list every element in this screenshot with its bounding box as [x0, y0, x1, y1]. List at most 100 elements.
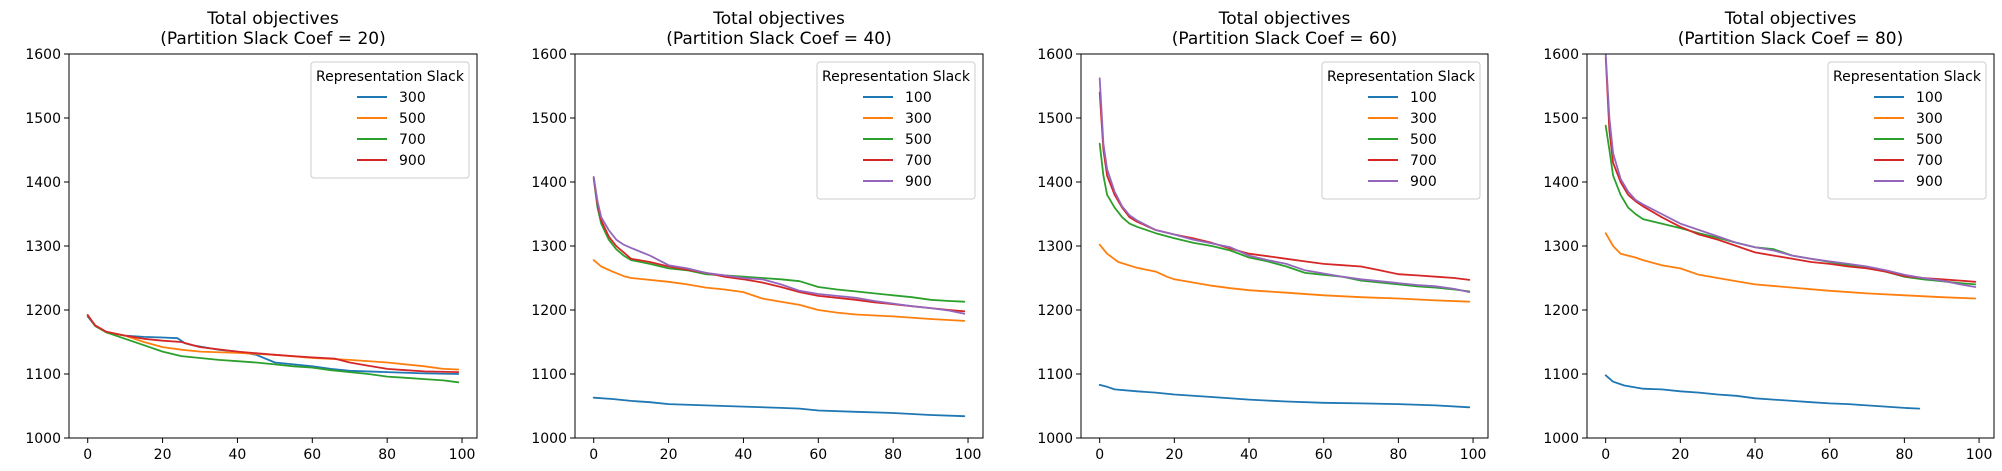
x-tick-label: 80 — [1895, 447, 1913, 463]
y-tick-label: 1200 — [25, 303, 61, 319]
x-tick-label: 60 — [809, 447, 827, 463]
y-tick-label: 1300 — [531, 239, 567, 255]
series-lines — [592, 176, 966, 418]
series-line-300 — [1098, 243, 1471, 303]
y-tick-label: 1400 — [25, 175, 61, 191]
y-tick-label: 1100 — [531, 367, 567, 383]
x-tick-label: 40 — [1240, 447, 1258, 463]
y-tick-label: 1000 — [1037, 431, 1073, 447]
x-tick-label: 100 — [1966, 447, 1993, 463]
chart-panel-1: Total objectives (Partition Slack Coef = … — [25, 9, 478, 463]
series-lines — [1604, 54, 1977, 410]
x-tick-label: 0 — [1095, 447, 1104, 463]
series-line-300 — [592, 259, 966, 322]
series-line-100 — [592, 396, 966, 418]
x-tick-label: 20 — [1165, 447, 1183, 463]
x-tick-label: 60 — [1821, 447, 1839, 463]
series-line-900 — [86, 314, 460, 373]
legend-item-500: 500 — [399, 111, 426, 127]
legend-item-100: 100 — [905, 90, 932, 106]
series-line-500 — [592, 177, 966, 303]
y-tick-label: 1400 — [1037, 175, 1073, 191]
x-tick-label: 80 — [1389, 447, 1407, 463]
legend-box — [310, 61, 470, 179]
series-line-700 — [86, 314, 460, 384]
y-tick-label: 1200 — [1037, 303, 1073, 319]
y-tick-label: 1100 — [1543, 367, 1579, 383]
series-lines — [1098, 77, 1471, 409]
y-tick-label: 1100 — [25, 367, 61, 383]
legend-item-700: 700 — [399, 132, 426, 148]
legend-item-300: 300 — [1410, 111, 1437, 127]
y-tick-label: 1600 — [25, 47, 61, 63]
series-line-900 — [1604, 54, 1977, 288]
legend-title: Representation Slack — [1327, 69, 1476, 85]
legend-item-300: 300 — [399, 90, 426, 106]
chart-title: Total objectives (Partition Slack Coef = … — [1678, 9, 1903, 49]
legend-item-900: 900 — [399, 153, 426, 169]
x-tick-label: 20 — [660, 447, 678, 463]
x-tick-label: 60 — [1315, 447, 1333, 463]
chart-title: Total objectives (Partition Slack Coef = … — [160, 9, 385, 49]
x-tick-label: 80 — [378, 447, 396, 463]
x-tick-label: 0 — [83, 447, 92, 463]
y-tick-label: 1400 — [1543, 175, 1579, 191]
x-tick-label: 100 — [449, 447, 476, 463]
chart-title: Total objectives (Partition Slack Coef = … — [1172, 9, 1397, 49]
series-line-100 — [1604, 374, 1921, 410]
series-line-900 — [1098, 77, 1471, 293]
x-tick-label: 40 — [229, 447, 247, 463]
y-tick-label: 1300 — [1037, 239, 1073, 255]
x-tick-label: 80 — [884, 447, 902, 463]
legend-item-700: 700 — [905, 153, 932, 169]
x-tick-label: 0 — [589, 447, 598, 463]
y-tick-label: 1500 — [25, 111, 61, 127]
y-tick-label: 1300 — [1543, 239, 1579, 255]
legend-item-900: 900 — [905, 174, 932, 190]
series-line-300 — [1604, 232, 1977, 300]
y-tick-label: 1000 — [531, 431, 567, 447]
series-line-500 — [1098, 142, 1471, 293]
x-tick-label: 100 — [955, 447, 982, 463]
y-tick-label: 1000 — [25, 431, 61, 447]
series-line-100 — [1098, 384, 1471, 409]
y-tick-label: 1600 — [531, 47, 567, 63]
chart-title: Total objectives (Partition Slack Coef = … — [666, 9, 891, 49]
legend-item-900: 900 — [1916, 174, 1943, 190]
legend: Representation Slack 100 300 500 700 900 — [1321, 61, 1481, 200]
y-tick-label: 1100 — [1037, 367, 1073, 383]
legend: Representation Slack 300 500 700 900 — [310, 61, 470, 179]
y-tick-label: 1300 — [25, 239, 61, 255]
y-tick-label: 1400 — [531, 175, 567, 191]
legend-item-700: 700 — [1916, 153, 1943, 169]
legend-box — [816, 61, 976, 200]
legend: Representation Slack 100 300 500 700 900 — [1827, 61, 1987, 200]
legend-item-300: 300 — [905, 111, 932, 127]
series-line-700 — [1604, 56, 1977, 283]
chart-panel-4: Total objectives (Partition Slack Coef = … — [1543, 9, 1995, 463]
legend-item-700: 700 — [1410, 153, 1437, 169]
y-tick-label: 1600 — [1543, 47, 1579, 63]
y-tick-label: 1200 — [531, 303, 567, 319]
legend-box — [1827, 61, 1987, 200]
x-tick-label: 40 — [1746, 447, 1764, 463]
x-tick-label: 20 — [154, 447, 172, 463]
x-tick-label: 20 — [1671, 447, 1689, 463]
y-tick-label: 1500 — [1543, 111, 1579, 127]
y-tick-label: 1500 — [1037, 111, 1073, 127]
x-tick-label: 0 — [1601, 447, 1610, 463]
y-tick-label: 1000 — [1543, 431, 1579, 447]
x-tick-label: 40 — [735, 447, 753, 463]
x-tick-label: 60 — [303, 447, 321, 463]
legend-title: Representation Slack — [822, 69, 971, 85]
x-tick-label: 100 — [1460, 447, 1487, 463]
y-tick-label: 1500 — [531, 111, 567, 127]
legend-item-100: 100 — [1410, 90, 1437, 106]
chart-panel-3: Total objectives (Partition Slack Coef = … — [1037, 9, 1489, 463]
legend-item-500: 500 — [905, 132, 932, 148]
series-line-900 — [592, 176, 966, 315]
legend-box — [1321, 61, 1481, 200]
legend-title: Representation Slack — [316, 69, 465, 85]
legend-item-900: 900 — [1410, 174, 1437, 190]
